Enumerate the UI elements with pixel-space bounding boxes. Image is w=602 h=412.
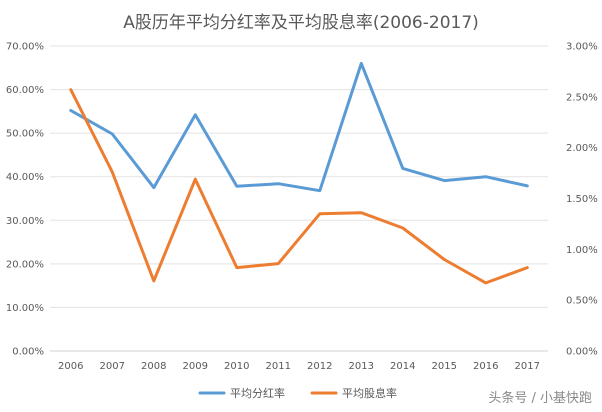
left-tick-label: 40.00% [6,172,44,183]
left-tick-label: 20.00% [6,259,44,270]
legend-label: 平均股息率 [342,386,397,400]
right-tick-label: 3.00% [566,42,598,53]
legend-label: 平均分红率 [230,386,285,400]
x-tick-label: 2008 [141,361,166,372]
watermark: 头条号 / 小基快跑 [488,391,592,406]
x-tick-label: 2016 [473,361,498,372]
legend: 平均分红率 平均股息率 [198,386,397,400]
x-tick-label: 2012 [307,361,332,372]
right-tick-label: 2.50% [566,92,598,103]
right-tick-label: 0.00% [566,347,598,358]
right-tick-label: 2.00% [566,143,598,154]
x-tick-label: 2009 [183,361,208,372]
chart-title: A股历年平均分红率及平均股息率(2006-2017) [123,13,479,33]
left-tick-label: 50.00% [6,129,44,140]
series-lines [69,61,529,285]
right-tick-label: 1.50% [566,194,598,205]
left-tick-label: 60.00% [6,85,44,96]
x-tick-label: 2015 [432,361,457,372]
x-tick-label: 2007 [100,361,125,372]
x-tick-label: 2010 [224,361,249,372]
series-line-left [69,61,529,193]
x-tick-label: 2014 [390,361,415,372]
right-tick-label: 1.00% [566,245,598,256]
x-tick-label: 2013 [349,361,374,372]
x-tick-label: 2006 [58,361,83,372]
x-axis-ticks: 2006 2007 2008 2009 2010 2011 2012 2013 2014 2015… [58,361,540,372]
left-tick-label: 0.00% [12,347,44,358]
series-line-right [69,88,529,285]
left-tick-label: 30.00% [6,216,44,227]
right-axis-ticks: 0.00% 0.50% 1.00% 1.50% 2.00% 2.50% 3.00% [566,42,598,358]
x-tick-label: 2011 [266,361,291,372]
gridlines [50,45,548,352]
left-axis-ticks: 0.00% 10.00% 20.00% 30.00% 40.00% 50.00% 60.00… [6,42,44,358]
left-tick-label: 10.00% [6,303,44,314]
x-tick-label: 2017 [515,361,540,372]
right-tick-label: 0.50% [566,296,598,307]
left-tick-label: 70.00% [6,42,44,53]
